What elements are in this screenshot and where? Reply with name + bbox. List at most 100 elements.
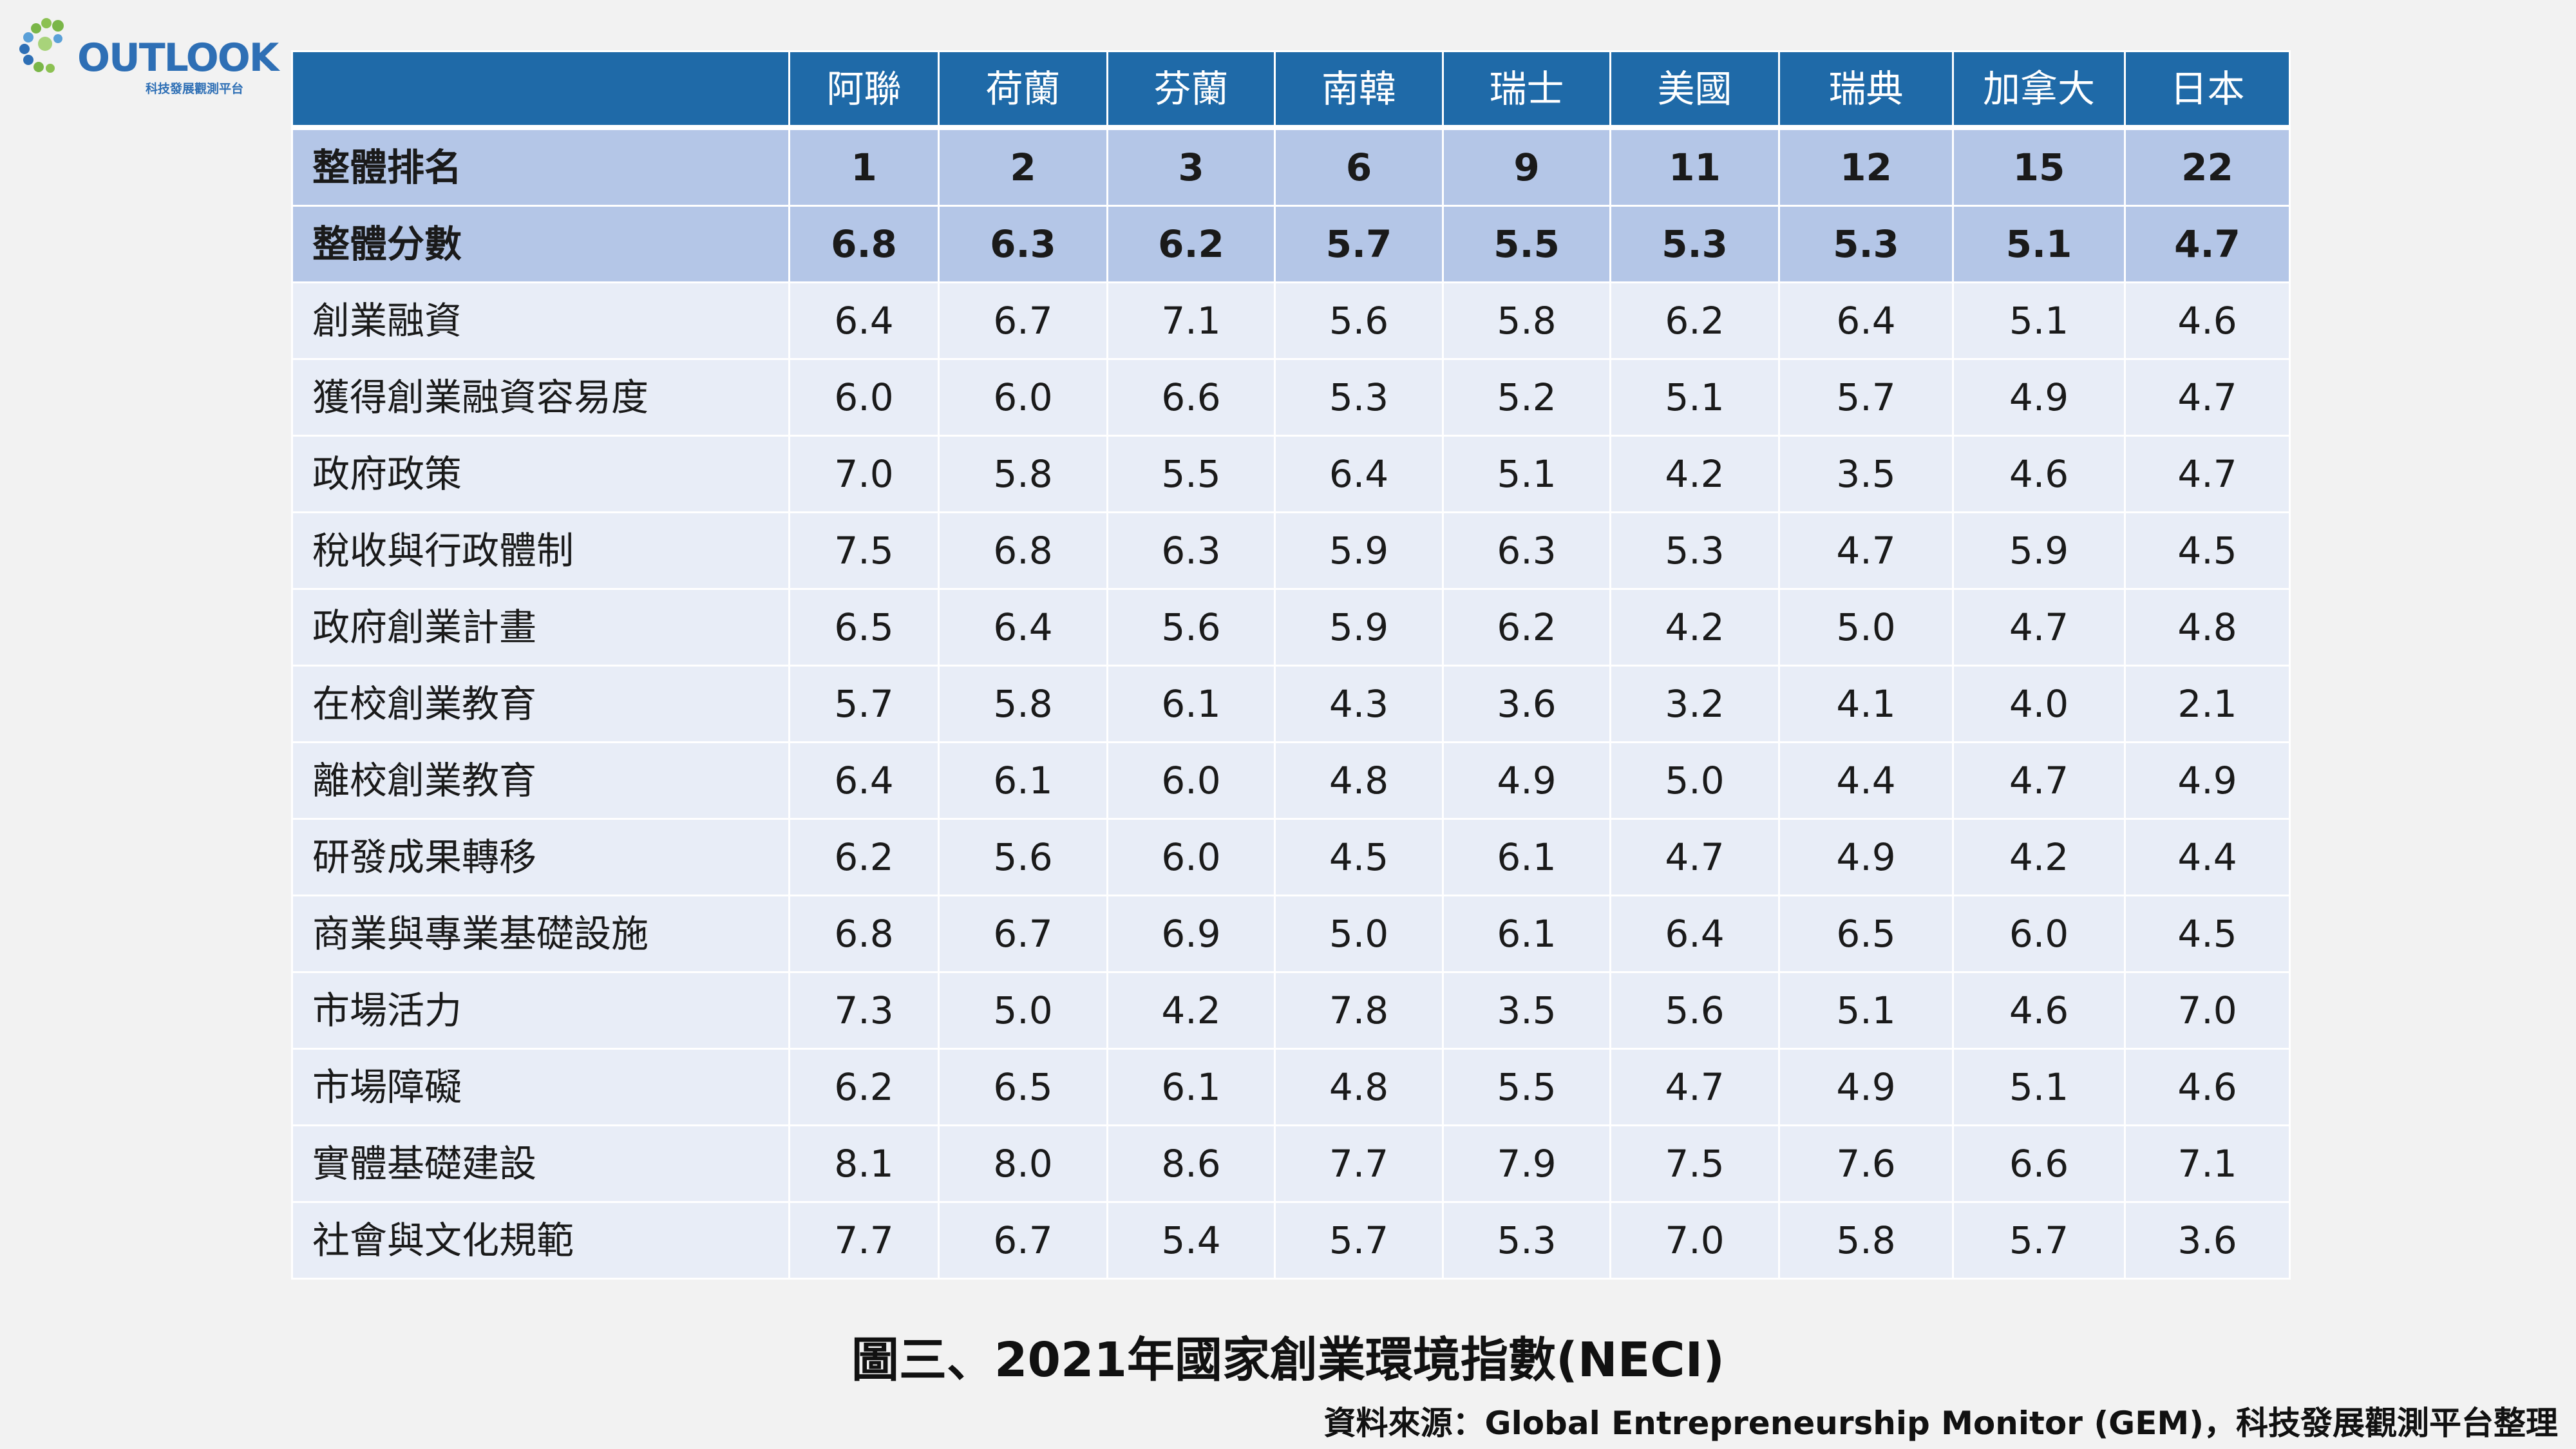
value-cell: 5.9 xyxy=(1952,511,2126,590)
value-cell: 6.3 xyxy=(1442,511,1611,590)
value-cell: 6.1 xyxy=(1442,818,1611,896)
source-note: 資料來源：Global Entrepreneurship Monitor (GE… xyxy=(1323,1405,2558,1442)
value-cell: 6.2 xyxy=(1442,588,1611,667)
value-cell: 5.1 xyxy=(1778,971,1954,1050)
value-cell: 2.1 xyxy=(2124,665,2291,743)
value-cell: 4.4 xyxy=(1778,741,1954,820)
outlook-logo: OUTLOOK 科技發展觀測平台 xyxy=(18,12,279,96)
value-cell: 4.5 xyxy=(1274,818,1444,896)
value-cell: 6.3 xyxy=(938,205,1108,283)
value-cell: 6.1 xyxy=(1106,665,1276,743)
value-cell: 7.5 xyxy=(788,511,940,590)
row-label: 研發成果轉移 xyxy=(291,818,790,896)
value-cell: 6.3 xyxy=(1106,511,1276,590)
table-row: 實體基礎建設 8.1 8.0 8.6 7.7 7.9 7.5 7.6 6.6 7.1 xyxy=(291,1124,2291,1203)
row-label: 政府政策 xyxy=(291,435,790,513)
row-label: 獲得創業融資容易度 xyxy=(291,358,790,437)
col-header: 加拿大 xyxy=(1952,50,2126,130)
value-cell: 5.6 xyxy=(938,818,1108,896)
value-cell: 5.5 xyxy=(1442,205,1611,283)
value-cell: 5.6 xyxy=(1609,971,1780,1050)
value-cell: 7.0 xyxy=(1609,1201,1780,1280)
value-cell: 6.9 xyxy=(1106,895,1276,973)
value-cell: 6.5 xyxy=(1778,895,1954,973)
value-cell: 7.7 xyxy=(1274,1124,1444,1203)
value-cell: 6.1 xyxy=(938,741,1108,820)
value-cell: 4.7 xyxy=(2124,435,2291,513)
value-cell: 7.3 xyxy=(788,971,940,1050)
value-cell: 9 xyxy=(1442,126,1611,207)
value-cell: 7.0 xyxy=(788,435,940,513)
value-cell: 6.0 xyxy=(1952,895,2126,973)
value-cell: 5.8 xyxy=(938,435,1108,513)
value-cell: 4.7 xyxy=(2124,358,2291,437)
col-header: 日本 xyxy=(2124,50,2291,130)
value-cell: 5.0 xyxy=(1274,895,1444,973)
value-cell: 3.5 xyxy=(1778,435,1954,513)
table-row: 稅收與行政體制 7.5 6.8 6.3 5.9 6.3 5.3 4.7 5.9 4.5 xyxy=(291,511,2291,590)
value-cell: 7.7 xyxy=(788,1201,940,1280)
value-cell: 22 xyxy=(2124,126,2291,207)
row-label: 離校創業教育 xyxy=(291,741,790,820)
col-header: 阿聯 xyxy=(788,50,940,130)
value-cell: 6.4 xyxy=(788,741,940,820)
value-cell: 6.0 xyxy=(938,358,1108,437)
value-cell: 6.6 xyxy=(1106,358,1276,437)
col-header: 瑞士 xyxy=(1442,50,1611,130)
value-cell: 5.1 xyxy=(1442,435,1611,513)
value-cell: 7.8 xyxy=(1274,971,1444,1050)
value-cell: 6.2 xyxy=(788,818,940,896)
value-cell: 3.6 xyxy=(2124,1201,2291,1280)
row-label: 市場障礙 xyxy=(291,1048,790,1126)
row-label: 政府創業計畫 xyxy=(291,588,790,667)
value-cell: 6.1 xyxy=(1106,1048,1276,1126)
value-cell: 6.4 xyxy=(1778,281,1954,360)
value-cell: 6.4 xyxy=(1274,435,1444,513)
value-cell: 6.6 xyxy=(1952,1124,2126,1203)
value-cell: 4.1 xyxy=(1778,665,1954,743)
value-cell: 5.3 xyxy=(1609,205,1780,283)
header-row: 阿聯 荷蘭 芬蘭 南韓 瑞士 美國 瑞典 加拿大 日本 xyxy=(291,50,2291,130)
value-cell: 4.9 xyxy=(1778,1048,1954,1126)
table-row: 市場障礙 6.2 6.5 6.1 4.8 5.5 4.7 4.9 5.1 4.6 xyxy=(291,1048,2291,1126)
value-cell: 3.6 xyxy=(1442,665,1611,743)
figure-caption: 圖三、2021年國家創業環境指數(NECI) xyxy=(851,1332,1725,1388)
value-cell: 6.8 xyxy=(788,895,940,973)
value-cell: 15 xyxy=(1952,126,2126,207)
row-label: 商業與專業基礎設施 xyxy=(291,895,790,973)
value-cell: 5.3 xyxy=(1442,1201,1611,1280)
value-cell: 4.9 xyxy=(1952,358,2126,437)
table-row: 政府政策 7.0 5.8 5.5 6.4 5.1 4.2 3.5 4.6 4.7 xyxy=(291,435,2291,513)
value-cell: 5.8 xyxy=(1442,281,1611,360)
col-header: 美國 xyxy=(1609,50,1780,130)
row-label: 稅收與行政體制 xyxy=(291,511,790,590)
value-cell: 5.7 xyxy=(1274,1201,1444,1280)
value-cell: 4.7 xyxy=(1952,588,2126,667)
value-cell: 4.5 xyxy=(2124,511,2291,590)
value-cell: 5.6 xyxy=(1106,588,1276,667)
neci-table: 阿聯 荷蘭 芬蘭 南韓 瑞士 美國 瑞典 加拿大 日本 整體排名 1 2 3 6 9 11 1… xyxy=(291,50,2291,1280)
table-row: 研發成果轉移 6.2 5.6 6.0 4.5 6.1 4.7 4.9 4.2 4.4 xyxy=(291,818,2291,896)
value-cell: 6.2 xyxy=(1106,205,1276,283)
table-row: 離校創業教育 6.4 6.1 6.0 4.8 4.9 5.0 4.4 4.7 4.9 xyxy=(291,741,2291,820)
value-cell: 6.0 xyxy=(1106,741,1276,820)
value-cell: 4.7 xyxy=(2124,205,2291,283)
value-cell: 3.2 xyxy=(1609,665,1780,743)
value-cell: 5.0 xyxy=(1778,588,1954,667)
value-cell: 4.2 xyxy=(1609,435,1780,513)
col-header: 瑞典 xyxy=(1778,50,1954,130)
value-cell: 4.3 xyxy=(1274,665,1444,743)
value-cell: 11 xyxy=(1609,126,1780,207)
value-cell: 4.0 xyxy=(1952,665,2126,743)
value-cell: 4.2 xyxy=(1952,818,2126,896)
table-row: 獲得創業融資容易度 6.0 6.0 6.6 5.3 5.2 5.1 5.7 4.9 4.7 xyxy=(291,358,2291,437)
value-cell: 3.5 xyxy=(1442,971,1611,1050)
value-cell: 5.2 xyxy=(1442,358,1611,437)
row-label: 在校創業教育 xyxy=(291,665,790,743)
row-label: 整體排名 xyxy=(291,126,790,207)
value-cell: 4.6 xyxy=(2124,281,2291,360)
value-cell: 12 xyxy=(1778,126,1954,207)
col-header: 芬蘭 xyxy=(1106,50,1276,130)
value-cell: 5.8 xyxy=(1778,1201,1954,1280)
summary-row: 整體排名 1 2 3 6 9 11 12 15 22 xyxy=(291,126,2291,207)
